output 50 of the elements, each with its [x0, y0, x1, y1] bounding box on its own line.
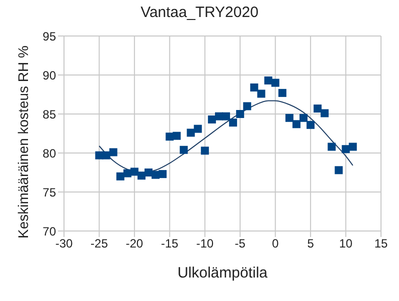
x-tick-label: 10 — [339, 236, 353, 251]
point — [300, 114, 308, 122]
x-tick-label: 5 — [307, 236, 314, 251]
y-tick-label: 80 — [42, 146, 56, 160]
x-axis-title: Ulkolämpötila — [177, 264, 268, 282]
point — [342, 145, 350, 154]
point — [334, 166, 343, 174]
point — [250, 83, 258, 92]
point — [116, 172, 124, 180]
point — [180, 146, 188, 154]
point — [264, 76, 272, 84]
point — [109, 148, 118, 156]
point — [271, 78, 280, 87]
x-tick-label: -30 — [55, 236, 73, 251]
point — [229, 118, 238, 127]
x-tick-label: -10 — [196, 236, 214, 251]
point — [95, 151, 104, 160]
x-tick-label: 0 — [272, 236, 279, 251]
point — [186, 128, 195, 137]
point — [306, 120, 315, 129]
y-tick-label: 95 — [42, 29, 56, 44]
y-axis-title: Keskimääräinen kosteus RH % — [14, 46, 31, 238]
chart-title: Vantaa_TRY2020 — [140, 4, 260, 23]
y-tick-label: 75 — [42, 185, 56, 200]
x-tick-label: -20 — [126, 236, 144, 251]
point — [222, 112, 230, 120]
point — [158, 170, 167, 178]
point — [130, 168, 138, 176]
point — [257, 90, 266, 98]
point — [292, 120, 300, 128]
x-tick-label: -5 — [234, 236, 246, 251]
point — [200, 146, 209, 155]
point — [320, 109, 329, 118]
y-tick-label: 90 — [42, 68, 56, 82]
x-tick-label: 15 — [374, 236, 388, 251]
point — [314, 104, 322, 113]
y-tick-label: 70 — [42, 224, 56, 238]
point — [172, 132, 181, 140]
point — [194, 124, 202, 133]
point — [137, 172, 146, 180]
point — [208, 115, 216, 124]
point — [243, 102, 252, 110]
point — [236, 110, 244, 118]
y-tick-label: 85 — [42, 107, 56, 122]
x-tick-label: -15 — [160, 236, 179, 251]
x-tick-label: -25 — [90, 236, 108, 251]
point — [348, 142, 357, 151]
point — [278, 88, 286, 97]
point — [328, 142, 336, 151]
point — [285, 114, 294, 122]
